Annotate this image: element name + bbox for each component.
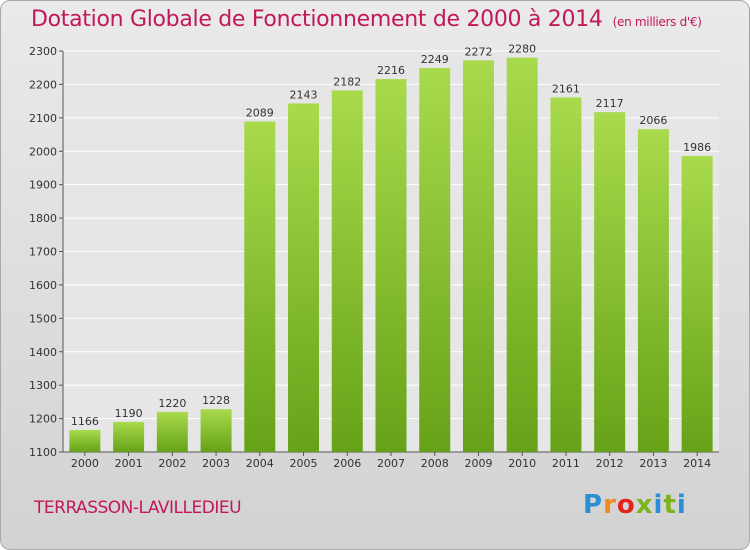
title-text: Dotation Globale de Fonctionnement de 20…	[31, 7, 603, 32]
bar-2014	[681, 155, 713, 452]
data-label: 1220	[158, 397, 186, 410]
bar-2004	[244, 121, 276, 453]
chart-title: Dotation Globale de Fonctionnement de 20…	[31, 7, 702, 32]
y-tick-label: 1700	[29, 246, 57, 259]
data-label: 2089	[246, 107, 274, 120]
y-tick-label: 1800	[29, 212, 57, 225]
x-tick-label: 2000	[71, 457, 99, 470]
x-tick-label: 2012	[596, 457, 624, 470]
y-tick-label: 2000	[29, 145, 57, 158]
y-tick-label: 1100	[29, 446, 57, 459]
y-tick-label: 1600	[29, 279, 57, 292]
bar-2010	[506, 57, 538, 452]
data-label: 1166	[71, 415, 99, 428]
y-tick-label: 1200	[29, 413, 57, 426]
y-tick-label: 2100	[29, 112, 57, 125]
bar-2011	[550, 97, 582, 453]
x-tick-label: 2014	[683, 457, 711, 470]
y-tick-label: 1900	[29, 179, 57, 192]
data-label: 2216	[377, 64, 405, 77]
y-tick-label: 2200	[29, 78, 57, 91]
bar-2007	[375, 79, 407, 452]
x-tick-label: 2011	[552, 457, 580, 470]
data-label: 2161	[552, 82, 580, 95]
data-label: 2272	[464, 45, 492, 58]
bar-2001	[113, 421, 145, 452]
data-label: 2117	[596, 97, 624, 110]
data-label: 2182	[333, 75, 361, 88]
data-label: 2066	[639, 114, 667, 127]
bar-2006	[331, 90, 363, 452]
data-label: 1986	[683, 141, 711, 154]
bar-2013	[637, 129, 669, 452]
x-tick-label: 2013	[639, 457, 667, 470]
x-tick-label: 2006	[333, 457, 361, 470]
chart-subtitle: (en milliers d'€)	[612, 15, 702, 29]
city-name: TERRASSON-LAVILLEDIEU	[34, 498, 242, 518]
data-label: 2249	[421, 53, 449, 66]
data-label: 1228	[202, 394, 230, 407]
x-tick-label: 2009	[464, 457, 492, 470]
x-tick-label: 2005	[290, 457, 318, 470]
bar-2012	[594, 112, 626, 452]
x-tick-label: 2010	[508, 457, 536, 470]
y-tick-label: 1500	[29, 312, 57, 325]
proxiti-logo: Proxiti	[583, 490, 687, 520]
x-tick-label: 2002	[158, 457, 186, 470]
x-tick-label: 2008	[421, 457, 449, 470]
data-label: 1190	[115, 407, 143, 420]
bar-2009	[462, 60, 494, 453]
data-label: 2143	[290, 88, 318, 101]
bar-2003	[200, 409, 232, 452]
y-tick-label: 2300	[29, 45, 57, 58]
bar-2002	[156, 411, 188, 452]
x-tick-label: 2001	[115, 457, 143, 470]
y-tick-label: 1400	[29, 346, 57, 359]
bar-2005	[288, 103, 320, 452]
y-tick-label: 1300	[29, 379, 57, 392]
x-tick-label: 2004	[246, 457, 274, 470]
bar-2000	[69, 429, 101, 452]
x-tick-label: 2007	[377, 457, 405, 470]
data-label: 2280	[508, 43, 536, 56]
x-tick-label: 2003	[202, 457, 230, 470]
bar-2008	[419, 68, 451, 452]
